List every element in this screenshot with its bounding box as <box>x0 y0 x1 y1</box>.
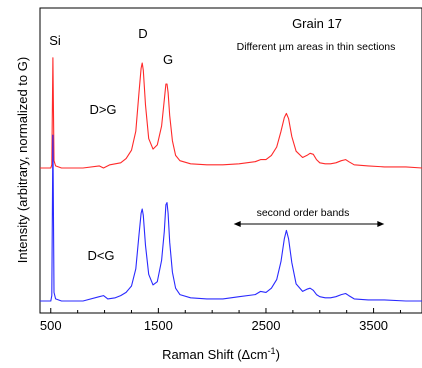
x-axis-label-sup: -1 <box>268 346 276 356</box>
x-tick-label: 1500 <box>144 318 173 333</box>
chart-subtitle: Different µm areas in thin sections <box>237 41 396 53</box>
x-axis-label-close: ) <box>276 347 280 362</box>
series-label-dg-lower: D<G <box>87 248 114 263</box>
x-axis-label: Raman Shift (Δcm-1) <box>162 346 280 362</box>
arrow-left-head <box>233 221 241 227</box>
series-label-dg-upper: D>G <box>89 102 116 117</box>
series-line-upper <box>40 57 422 169</box>
x-tick-label: 500 <box>40 318 62 333</box>
arrow-right-head <box>377 221 385 227</box>
y-axis-label: Intensity (arbitrary, normalized to G) <box>15 57 30 263</box>
chart-title: Grain 17 <box>292 16 342 31</box>
x-axis-label-main: Raman Shift (Δcm <box>162 347 268 362</box>
x-tick-label: 3500 <box>359 318 388 333</box>
annotation-label: second order bands <box>257 207 350 219</box>
second-order-bands-annotation: second order bands <box>233 207 385 227</box>
plot-frame <box>39 7 422 314</box>
peak-label-si: Si <box>49 33 61 48</box>
peak-label-g: G <box>163 52 173 67</box>
x-tick-label: 2500 <box>252 318 281 333</box>
peak-label-d: D <box>138 26 147 41</box>
series-layer <box>40 57 422 302</box>
x-axis-ticks: 500 1500 2500 3500 <box>40 308 401 333</box>
series-line-lower <box>40 134 422 302</box>
